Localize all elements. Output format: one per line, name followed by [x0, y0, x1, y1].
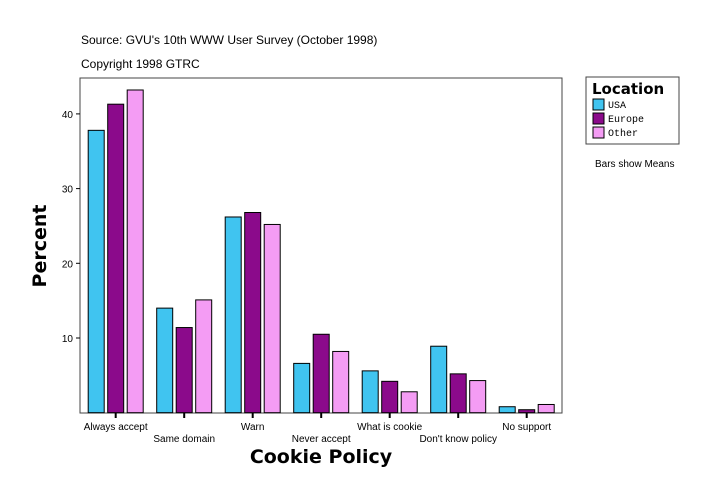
y-tick-label: 40: [62, 110, 74, 121]
bar-europe-4: [381, 380, 399, 414]
bar-usa-0: [87, 129, 105, 414]
y-tick-label: 10: [62, 334, 74, 345]
bar-other-0: [126, 89, 144, 414]
bar-usa-2: [224, 216, 242, 414]
legend-swatch-europe: [592, 112, 605, 125]
legend: Location USA Europe Other: [585, 76, 680, 145]
bar-europe-2: [244, 212, 262, 414]
x-tick-label: Same domain: [153, 434, 215, 445]
x-tick-label: Warn: [241, 422, 265, 433]
bar-usa-1: [156, 307, 174, 414]
x-axis-label: Cookie Policy: [250, 446, 393, 468]
bar-europe-0: [107, 103, 125, 414]
bar-usa-5: [430, 345, 448, 414]
bar-usa-6: [498, 406, 516, 414]
bar-usa-3: [293, 362, 311, 414]
legend-swatch-usa: [592, 98, 605, 111]
legend-label-usa: USA: [608, 101, 626, 112]
x-tick-label: Don't know policy: [419, 434, 497, 445]
x-tick-label: Never accept: [292, 434, 351, 445]
y-tick-label: 30: [62, 185, 74, 196]
x-tick-label: No support: [502, 422, 551, 433]
legend-label-other: Other: [608, 128, 638, 140]
legend-title: Location: [592, 80, 664, 98]
x-tick-label: Always accept: [84, 422, 148, 433]
legend-swatch-other: [592, 126, 605, 139]
bar-other-1: [195, 299, 213, 414]
bar-other-4: [400, 391, 418, 414]
source-text: Source: GVU's 10th WWW User Survey (Octo…: [81, 33, 377, 47]
bars-show-means-note: Bars show Means: [595, 159, 674, 170]
bar-europe-6: [518, 409, 536, 414]
bar-other-3: [332, 350, 350, 414]
bar-europe-3: [312, 333, 330, 414]
bar-other-5: [469, 380, 487, 414]
legend-label-europe: Europe: [608, 115, 644, 126]
y-axis-label: Percent: [29, 205, 51, 288]
bar-other-6: [537, 403, 555, 414]
bar-europe-1: [175, 327, 193, 414]
bar-usa-4: [361, 370, 379, 414]
y-tick-label: 20: [62, 259, 74, 270]
x-tick-label: What is cookie: [357, 422, 422, 433]
copyright-text: Copyright 1998 GTRC: [81, 57, 200, 71]
bar-other-2: [263, 223, 281, 414]
bar-europe-5: [449, 373, 467, 414]
